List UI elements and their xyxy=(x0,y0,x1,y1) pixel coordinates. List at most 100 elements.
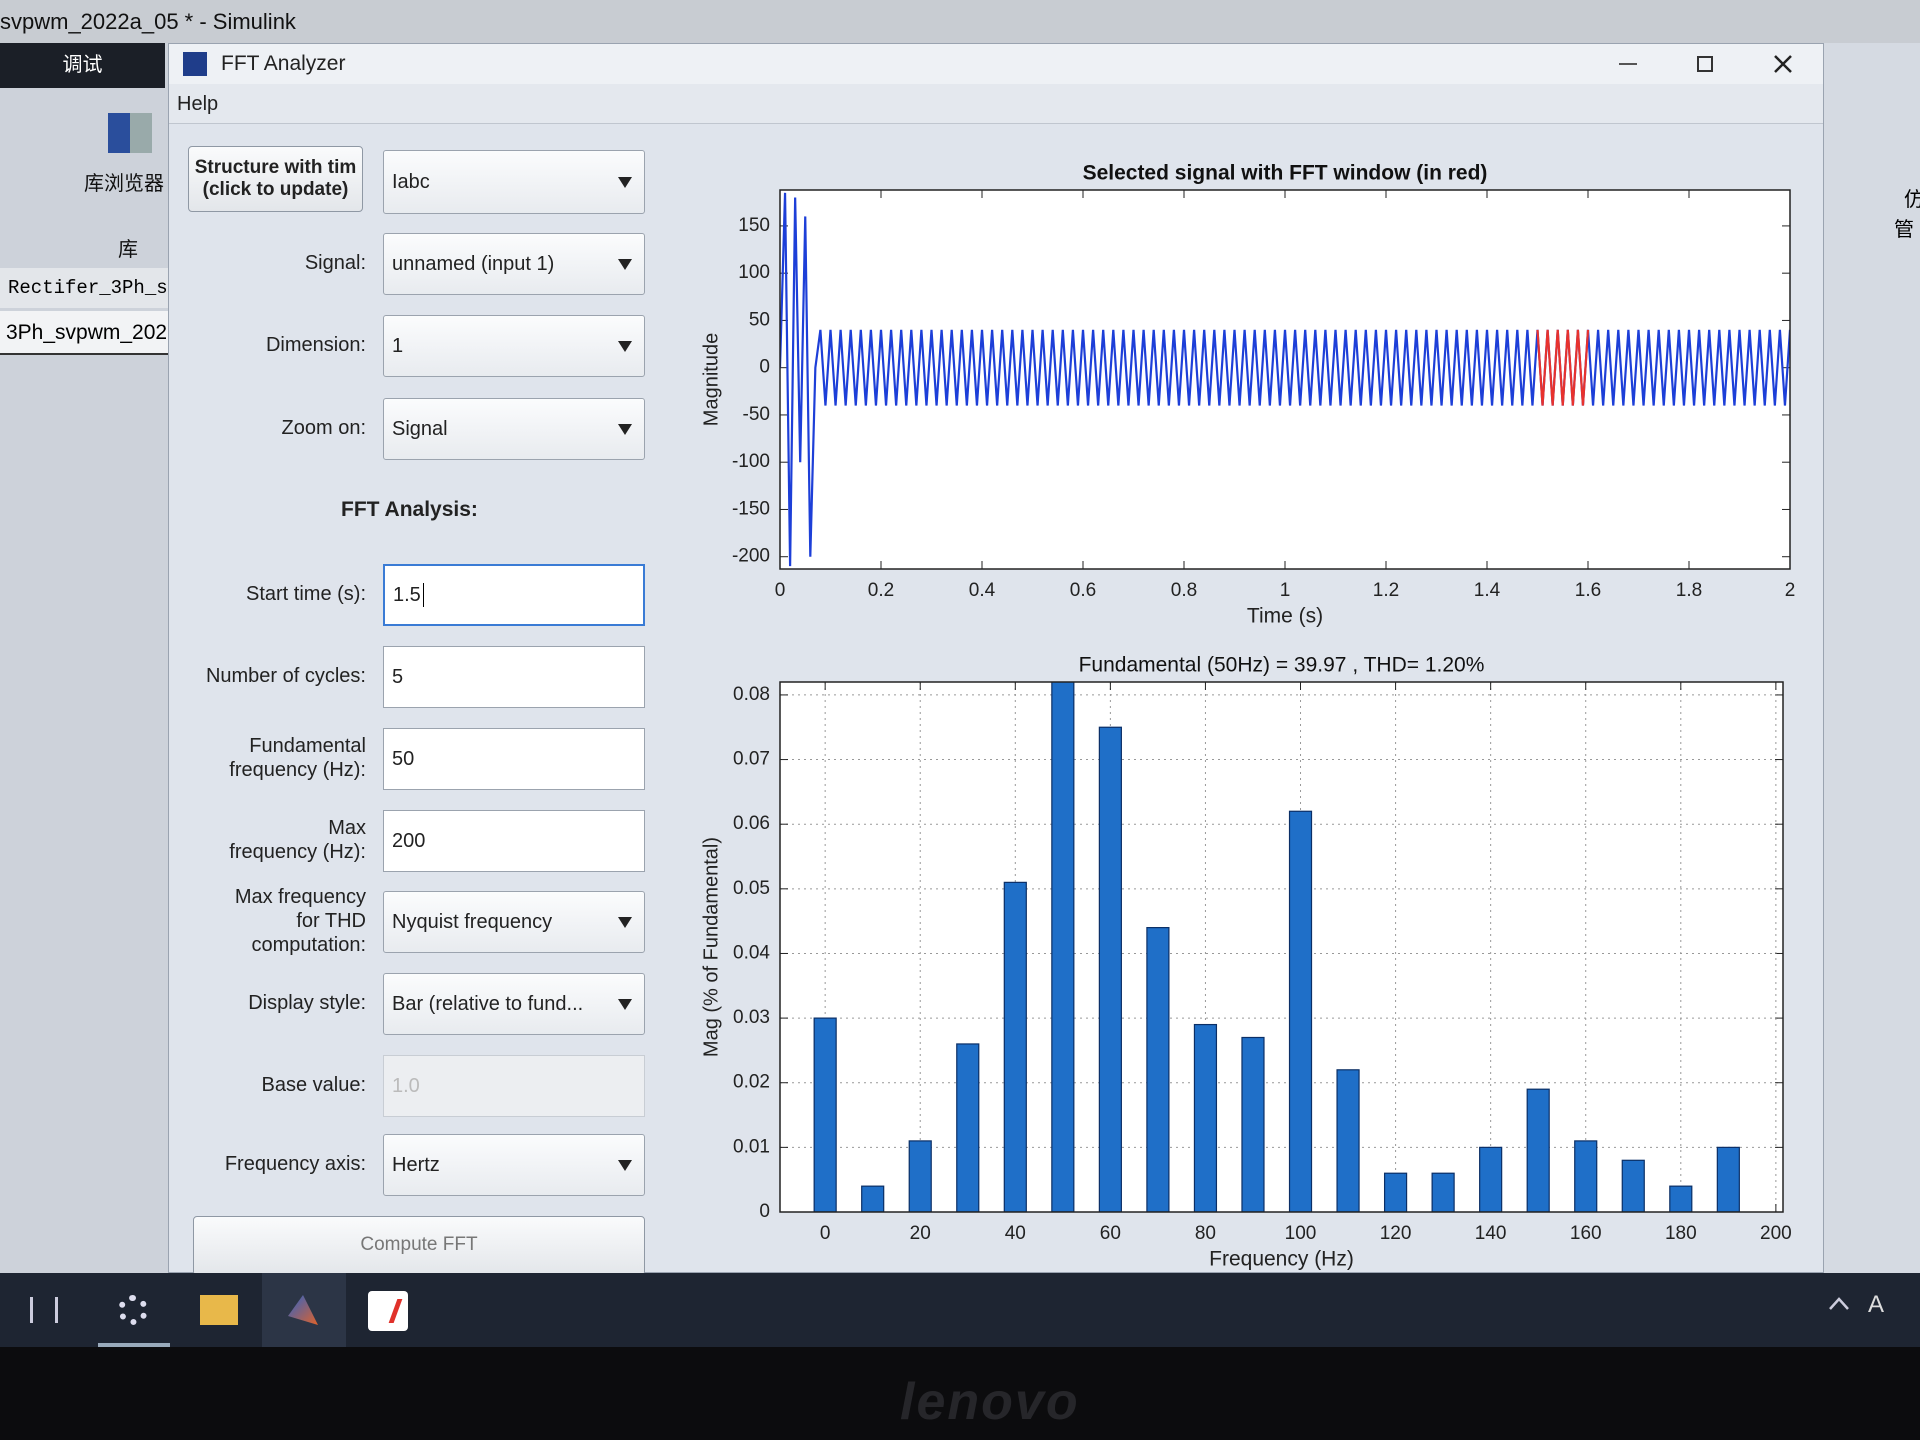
bar xyxy=(1479,1146,1503,1212)
plot-area xyxy=(780,190,1790,569)
x-tick-label: 60 xyxy=(1100,1223,1121,1244)
plot-marks xyxy=(813,682,1740,1212)
field-value: 1 xyxy=(392,334,404,357)
dropdown[interactable]: unnamed (input 1) xyxy=(383,233,645,295)
simulink-title: svpwm_2022a_05 * - Simulink xyxy=(0,9,296,34)
x-tick-label: 1.6 xyxy=(1575,580,1601,601)
explorer-icon[interactable] xyxy=(200,1295,238,1325)
ime-indicator[interactable]: A xyxy=(1868,1291,1885,1318)
field-label: Number of cycles: xyxy=(169,664,366,688)
bar xyxy=(1383,1172,1408,1212)
menu-item[interactable]: Help xyxy=(177,93,219,115)
field-value: Nyquist frequency xyxy=(392,910,553,933)
y-axis-label: Magnitude xyxy=(700,333,722,426)
simulink-icon[interactable] xyxy=(368,1291,408,1331)
text-input[interactable]: 200 xyxy=(383,810,645,872)
matlab-taskbar-button[interactable] xyxy=(262,1273,346,1347)
field-value: 1.5 xyxy=(393,583,421,606)
minimize-button[interactable] xyxy=(1619,63,1637,65)
bar xyxy=(1621,1159,1645,1212)
x-tick-label: 180 xyxy=(1665,1223,1697,1244)
x-axis-label: Frequency (Hz) xyxy=(1209,1248,1354,1271)
dropdown[interactable]: Hertz xyxy=(383,1134,645,1196)
field-label: Dimension: xyxy=(169,333,366,357)
label-line: Display style: xyxy=(248,992,366,1014)
field-label: Signal: xyxy=(169,251,366,275)
dropdown-arrow xyxy=(618,177,632,188)
field-value: unnamed (input 1) xyxy=(392,252,555,275)
bar xyxy=(861,1185,885,1212)
bar xyxy=(1098,726,1122,1212)
field-value: Signal xyxy=(392,417,448,440)
right-label: 管 xyxy=(1894,219,1914,241)
field-label: Max frequency for THD computation: xyxy=(169,885,366,957)
tray-arrow[interactable] xyxy=(1828,1295,1850,1311)
label-line: Start time (s): xyxy=(245,583,366,605)
x-tick-label: 0.2 xyxy=(868,580,894,601)
field-label: Frequency axis: xyxy=(169,1152,366,1176)
text-input[interactable]: 50 xyxy=(383,728,645,790)
y-tick-label: 0.06 xyxy=(733,813,770,834)
bar xyxy=(1193,1023,1218,1212)
app-icon xyxy=(183,52,207,76)
dropdown-value: Iabc xyxy=(392,170,430,193)
close-button[interactable] xyxy=(1773,54,1793,74)
section-heading: FFT Analysis: xyxy=(341,498,478,521)
bar xyxy=(1716,1146,1740,1212)
bar xyxy=(908,1140,932,1212)
bezel-logo: lenovo xyxy=(900,1373,1080,1431)
y-tick-label: 0 xyxy=(759,357,770,378)
tab[interactable]: 调试 xyxy=(0,43,165,88)
field-value: Hertz xyxy=(392,1153,440,1176)
label-line: Fundamental xyxy=(249,735,366,757)
bar xyxy=(1574,1140,1598,1212)
y-tick-label: 0.05 xyxy=(733,878,770,899)
bar xyxy=(1288,810,1313,1212)
dropdown-arrow xyxy=(618,1160,632,1171)
label-line: Number of cycles: xyxy=(205,665,366,687)
x-tick-label: 160 xyxy=(1570,1223,1602,1244)
x-tick-label: 80 xyxy=(1195,1223,1216,1244)
structure-button[interactable]: Structure with tim (click to update) xyxy=(188,146,363,212)
dropdown[interactable]: 1 xyxy=(383,315,645,377)
dropdown-arrow xyxy=(618,917,632,928)
field-value: 200 xyxy=(392,829,426,852)
y-tick-label: 0.08 xyxy=(733,684,770,705)
label-line: Zoom on: xyxy=(281,417,366,439)
dropdown-arrow xyxy=(618,424,632,435)
tree-item[interactable]: 3Ph_svpwm_202 xyxy=(0,311,168,355)
plot-area xyxy=(780,682,1783,1212)
y-tick-label: -100 xyxy=(732,451,770,472)
menu-bar: Help xyxy=(169,84,1823,124)
structure-dropdown[interactable]: Iabc xyxy=(383,150,645,214)
label-line: Max xyxy=(328,817,366,839)
simulink-right-panel: 仿 管 xyxy=(1824,43,1920,1273)
taskbar: A xyxy=(0,1273,1920,1347)
y-tick-label: 0.07 xyxy=(733,749,770,770)
text-input[interactable]: 1.5 xyxy=(383,564,645,626)
x-tick-label: 100 xyxy=(1285,1223,1317,1244)
bar xyxy=(1003,881,1027,1212)
x-tick-label: 0.8 xyxy=(1171,580,1197,601)
task-view-icon[interactable] xyxy=(30,1297,58,1323)
maximize-button[interactable] xyxy=(1697,56,1713,72)
y-tick-label: 0.03 xyxy=(733,1007,770,1028)
label-line: Dimension: xyxy=(265,334,366,356)
label-line: computation: xyxy=(251,934,366,956)
x-axis-label: Time (s) xyxy=(1247,605,1323,628)
x-tick-label: 0.6 xyxy=(1070,580,1096,601)
dropdown[interactable]: Bar (relative to fund... xyxy=(383,973,645,1035)
x-tick-label: 2 xyxy=(1785,580,1796,601)
dropdown[interactable]: Signal xyxy=(383,398,645,460)
dropdown[interactable]: Nyquist frequency xyxy=(383,891,645,953)
bar xyxy=(1526,1088,1550,1212)
tree-item[interactable]: Rectifer_3Ph_sv xyxy=(0,268,168,308)
library-browser[interactable]: 库浏览器 xyxy=(84,173,164,195)
library-icon[interactable] xyxy=(108,113,152,153)
text-input[interactable]: 5 xyxy=(383,646,645,708)
x-tick-label: 0 xyxy=(820,1223,831,1244)
y-tick-label: 0.02 xyxy=(733,1072,770,1093)
settings-icon[interactable] xyxy=(118,1295,148,1325)
compute-button[interactable]: Compute FFT xyxy=(193,1216,645,1276)
label-line: Signal: xyxy=(304,252,366,274)
